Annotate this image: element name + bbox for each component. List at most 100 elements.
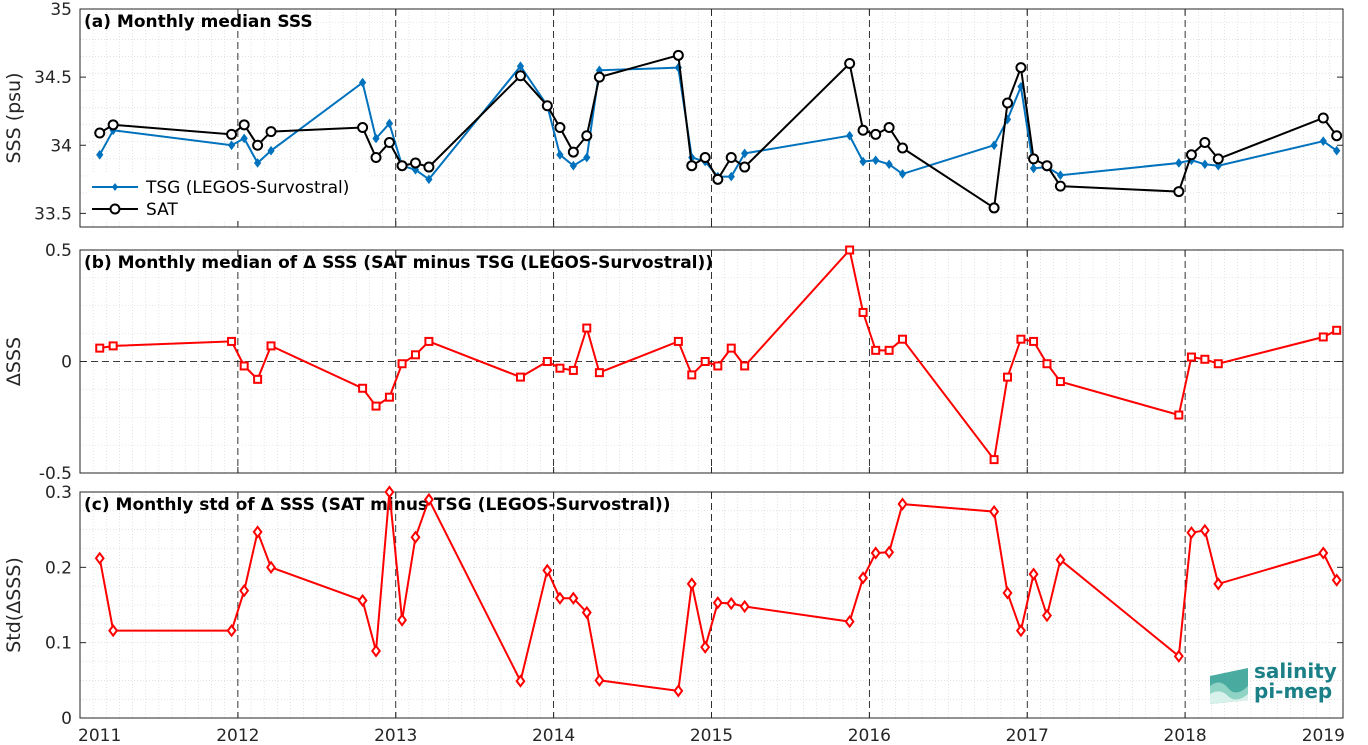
data-point [568,365,578,375]
data-point [1174,410,1184,420]
panel-title: (a) Monthly median SSS [84,12,313,32]
data-point [554,591,565,605]
data-point [556,149,564,160]
data-point [1029,163,1038,174]
data-point [845,245,855,255]
data-point [1331,573,1342,587]
data-point [107,119,119,131]
data-point [1055,377,1065,387]
data-point [1042,359,1052,369]
data-point [594,673,605,687]
data-point [568,591,579,605]
data-point [871,345,881,355]
x-tick-label: 2019 [1302,726,1345,745]
data-point [857,124,869,136]
data-point [686,160,698,172]
data-point [555,363,565,373]
data-point [1331,130,1343,142]
data-point [1186,352,1196,362]
data-point [673,336,683,346]
data-point [516,61,525,72]
data-point [988,202,1000,214]
data-point [239,584,250,598]
data-point [266,341,276,351]
data-point [1213,577,1224,591]
data-point [542,357,552,366]
panel-2: -0.5 0 0.5 ΔSSS (b) Monthly median of Δ SSS … [3,241,1344,484]
data-point [687,370,697,380]
data-point [239,361,249,371]
x-tick-label: 2017 [1006,726,1049,745]
logo-line1: salinity [1254,659,1337,683]
data-point [858,571,869,585]
data-point [423,161,435,173]
panel-3: 0 0.1 0.2 0.3 Std(ΔSSS) (c) Monthly std of Δ … [3,483,1344,729]
data-point [1200,354,1210,364]
data-point [1173,186,1185,198]
data-point [1199,137,1211,149]
data-point [410,350,420,360]
data-point [581,130,593,142]
data-point [514,70,526,82]
legend-label-tsg: TSG (LEGOS-Survostral) [145,178,349,198]
data-point [686,577,697,591]
data-point [884,545,895,559]
data-point [541,100,553,112]
salinity-wave-icon: salinity pi-mep [1210,659,1337,704]
data-point [253,374,263,384]
x-tick-label: 2012 [216,726,259,745]
data-point [384,392,394,402]
y-axis-label: ΔSSS [3,337,25,386]
data-point [358,383,368,393]
data-point [357,122,369,134]
data-point [409,157,421,169]
data-point [410,530,421,544]
data-point [989,455,999,465]
data-point [424,336,434,346]
data-point [227,336,237,346]
data-point [1201,159,1209,170]
logo-line2: pi-mep [1254,679,1332,703]
data-point [227,140,236,151]
y-tick-label: -0.5 [39,464,72,484]
data-point [1028,567,1039,581]
data-point [1029,336,1039,346]
data-point [870,546,881,560]
y-tick-label: 0.3 [45,483,72,503]
data-point [358,77,367,88]
data-point [712,596,723,610]
series-line [98,64,1338,181]
data-point [1015,623,1026,638]
data-point [267,145,275,156]
data-point [1015,62,1027,74]
data-point [872,155,880,166]
data-point [699,152,711,164]
data-point [740,361,750,371]
data-point [384,485,395,499]
data-point [1332,325,1342,335]
data-point [1041,160,1053,172]
data-point [1212,153,1224,165]
y-tick-label: 0.1 [45,634,72,654]
data-point [370,152,382,164]
y-axis-label: SSS (psu) [3,72,25,163]
data-point [897,142,909,154]
data-point [898,169,907,179]
data-point [423,492,434,507]
data-point [1319,136,1327,146]
salinity-pi-mep-logo: salinity pi-mep [1208,656,1358,706]
data-point [265,126,277,138]
data-point [357,593,368,608]
x-tick-label: 2018 [1163,726,1206,745]
data-point [884,345,894,355]
data-point [372,133,380,144]
data-point [567,146,579,158]
data-point [252,139,264,151]
data-point [700,640,711,654]
data-point [898,334,908,344]
data-point [1213,359,1223,369]
data-point [1056,170,1065,181]
y-tick-label: 34 [50,136,72,156]
x-tick-label: 2015 [690,726,733,745]
